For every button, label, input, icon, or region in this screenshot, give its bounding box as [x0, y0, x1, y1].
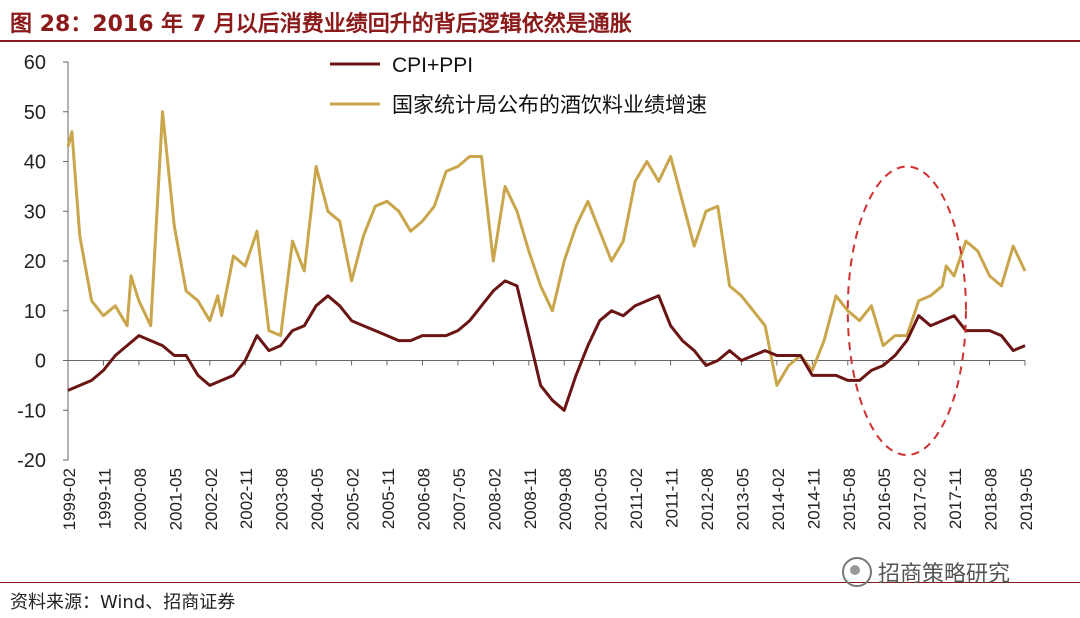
x-tick-label: 2013-05 [733, 468, 752, 530]
watermark: 招商策略研究 [842, 556, 1010, 588]
x-tick-label: 2012-08 [698, 468, 717, 530]
x-tick-label: 1999-11 [95, 468, 114, 529]
x-tick-label: 2017-02 [911, 468, 930, 530]
x-tick-label: 2002-11 [237, 468, 256, 529]
x-tick-label: 2009-08 [556, 468, 575, 530]
x-tick-label: 2010-05 [592, 468, 611, 530]
x-tick-label: 2001-05 [166, 468, 185, 530]
source-divider [0, 582, 1080, 583]
x-tick-label: 2008-02 [485, 468, 504, 530]
highlight-ellipse [846, 165, 967, 457]
wechat-icon [842, 557, 872, 587]
y-tick-label: 50 [24, 102, 46, 124]
x-tick-label: 2003-08 [273, 468, 292, 530]
y-tick-label: 10 [24, 301, 46, 323]
x-tick-label: 2015-08 [840, 468, 859, 530]
source-note: 资料来源：Wind、招商证券 [10, 592, 236, 613]
x-tick-label: 2007-05 [450, 468, 469, 530]
x-tick-label: 2005-02 [344, 468, 363, 530]
x-tick-label: 2000-08 [131, 468, 150, 530]
y-tick-label: 30 [24, 201, 46, 223]
y-tick-label: -20 [17, 450, 46, 472]
y-tick-label: 60 [24, 52, 46, 74]
series-line-liquor-beverage [66, 110, 1027, 387]
y-tick-label: 0 [35, 351, 46, 373]
watermark-text: 招商策略研究 [878, 562, 1011, 587]
title-divider [0, 40, 1080, 42]
x-tick-label: 2011-11 [663, 468, 682, 528]
legend-label: CPI+PPI [392, 54, 473, 77]
x-tick-label: 2014-11 [804, 468, 823, 529]
x-tick-label: 2005-11 [379, 468, 398, 529]
x-tick-label: 2006-08 [414, 468, 433, 530]
x-tick-label: 2018-08 [982, 468, 1001, 530]
legend-label: 国家统计局公布的酒饮料业绩增速 [392, 94, 707, 117]
x-tick-label: 2011-02 [627, 468, 646, 529]
x-tick-label: 1999-02 [60, 468, 79, 530]
x-tick-label: 2002-02 [202, 468, 221, 530]
x-tick-label: 2008-11 [521, 468, 540, 529]
x-tick-label: 2014-02 [769, 468, 788, 530]
y-tick-label: 40 [24, 152, 46, 174]
x-tick-label: 2016-05 [875, 468, 894, 530]
x-tick-label: 2004-05 [308, 468, 327, 530]
x-tick-label: 2019-05 [1017, 468, 1036, 530]
y-tick-label: 20 [24, 251, 46, 273]
chart-title: 图 28：2016 年 7 月以后消费业绩回升的背后逻辑依然是通胀 [10, 12, 632, 37]
y-tick-label: -10 [17, 400, 46, 422]
series-line-cpi-ppi [67, 279, 1026, 412]
x-tick-label: 2017-11 [946, 468, 965, 529]
